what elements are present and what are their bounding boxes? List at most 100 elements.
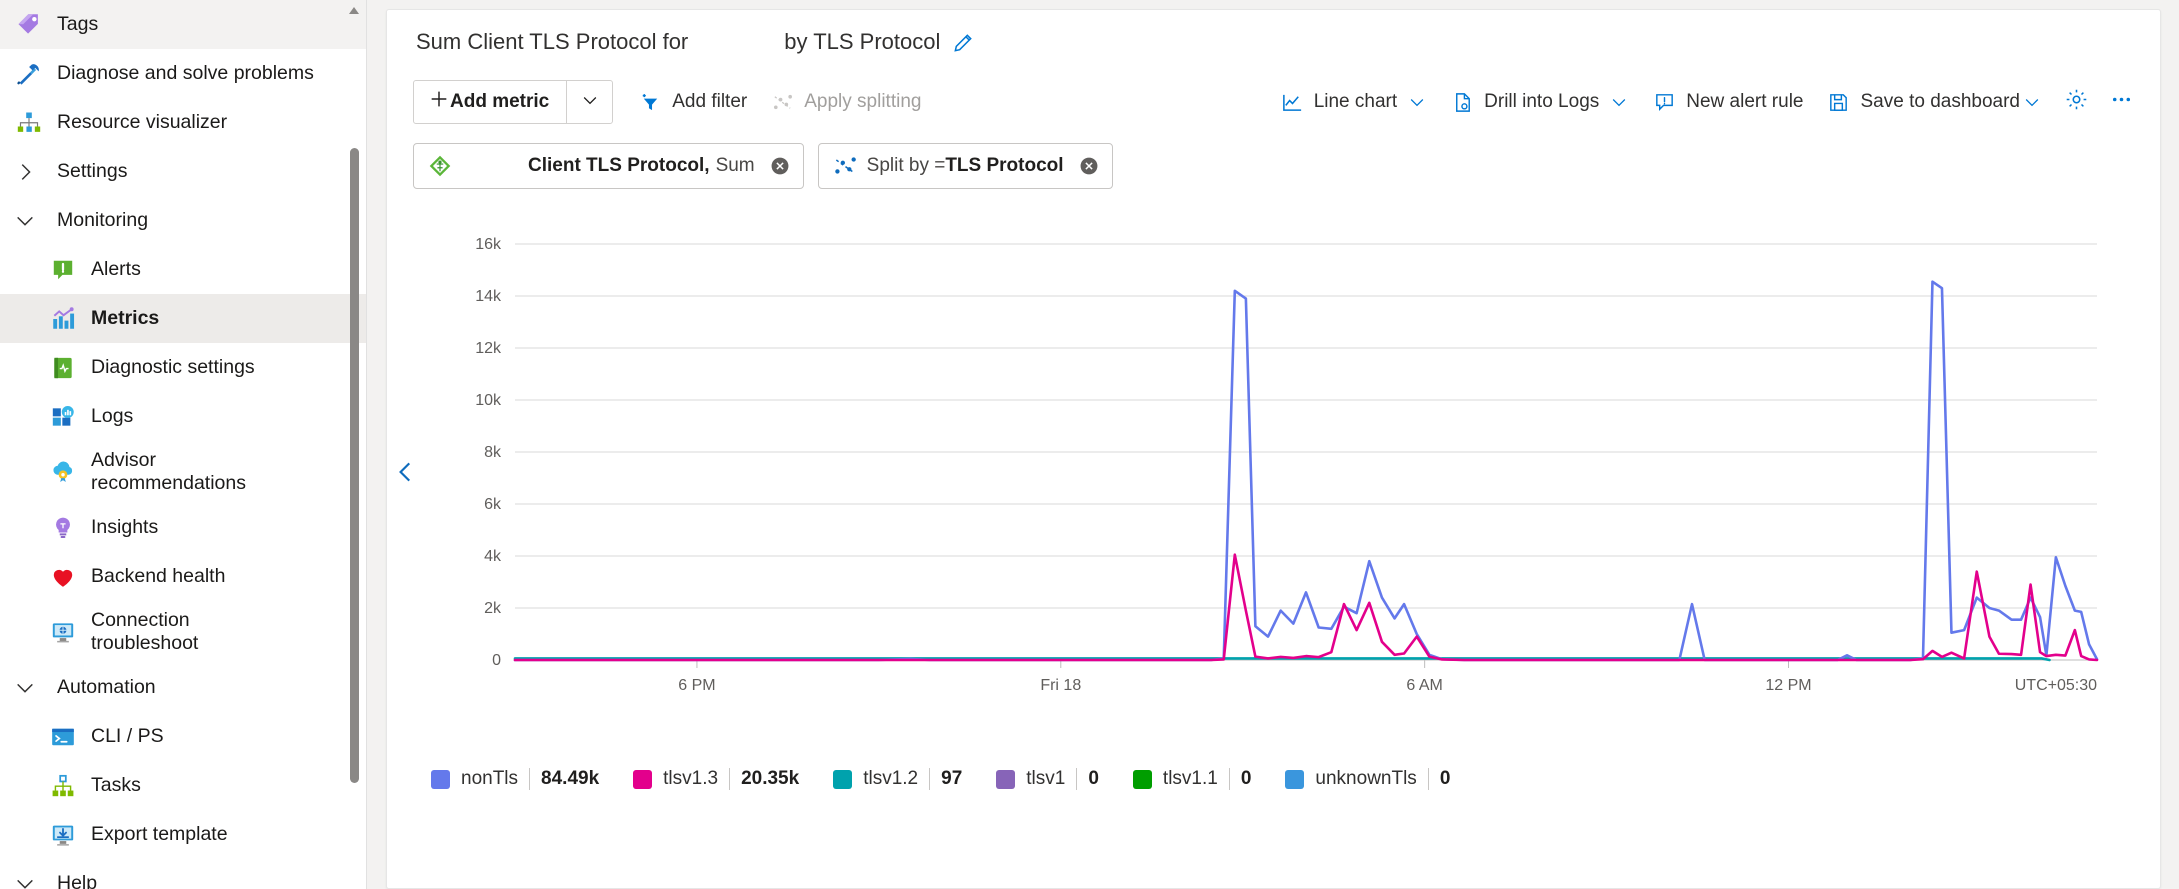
sidebar-item-label: Monitoring xyxy=(57,209,149,231)
sidebar-item-label: Settings xyxy=(57,160,128,182)
legend-item-tlsv1.1[interactable]: tlsv1.1 0 xyxy=(1132,768,1251,790)
sidebar-item-logs[interactable]: Logs xyxy=(0,392,366,441)
apply-splitting-button[interactable]: Apply splitting xyxy=(759,82,933,123)
metric-pill-aggregation: Sum xyxy=(715,155,755,176)
sidebar-item-label: Tasks xyxy=(91,774,141,796)
metric-scope-icon xyxy=(427,153,453,179)
chart-toolbar: Add metric Add filt xyxy=(387,74,2160,130)
add-filter-button[interactable]: Add filter xyxy=(627,82,759,123)
more-options-button[interactable] xyxy=(2099,82,2144,123)
sidebar-item-label: Metrics xyxy=(91,307,160,329)
chart-legend: nonTls 84.49k tlsv1.3 20.35k tlsv1.2 97 tlsv1 0… xyxy=(387,754,2160,804)
pencil-icon[interactable] xyxy=(952,31,975,54)
diagnostic-settings-icon xyxy=(48,353,78,383)
sidebar-item-connection-troubleshoot[interactable]: Connection troubleshoot xyxy=(0,601,366,663)
sidebar-item-diagnostic-settings[interactable]: Diagnostic settings xyxy=(0,343,366,392)
chart-title-suffix: by TLS Protocol xyxy=(784,29,941,54)
alert-rule-icon xyxy=(1653,91,1676,114)
sidebar-scrollbar[interactable] xyxy=(348,0,360,889)
sidebar-item-insights[interactable]: Insights xyxy=(0,503,366,552)
chart-title: Sum Client TLS Protocol for by TLS Proto… xyxy=(387,10,2160,74)
line-chart-button[interactable]: Line chart xyxy=(1269,82,1439,123)
chevron-right-icon xyxy=(2156,459,2160,490)
y-axis-tick-label: 6k xyxy=(484,496,502,513)
close-icon[interactable] xyxy=(1078,155,1100,177)
metrics-line-chart[interactable]: 0 2k 4k 6k 8k 10k 12k 14k 16k 6 PM Fri 18 6 AM 12 PM… xyxy=(387,194,2161,754)
split-by-pill-value: TLS Protocol xyxy=(945,155,1064,176)
x-axis-tick-label: 12 PM xyxy=(1765,677,1811,694)
metrics-icon xyxy=(48,304,78,334)
x-axis-tick-label: Fri 18 xyxy=(1040,677,1081,694)
chevron-right-icon xyxy=(14,161,36,183)
export-template-icon xyxy=(48,820,78,850)
y-axis-tick-label: 14k xyxy=(475,288,502,305)
chevron-down-icon xyxy=(14,873,36,889)
sidebar-item-metrics[interactable]: Metrics xyxy=(0,294,366,343)
series-line-tlsv1.3 xyxy=(513,553,2099,662)
x-axis-tick-label: 6 AM xyxy=(1406,677,1442,694)
sidebar-item-help[interactable]: Help xyxy=(0,859,366,889)
scroll-up-arrow-icon[interactable] xyxy=(348,4,360,16)
sidebar-scrollbar-thumb[interactable] xyxy=(350,148,359,783)
legend-series-name: tlsv1.2 xyxy=(863,768,919,789)
series-line-tlsv1.2 xyxy=(513,657,2051,662)
sidebar-item-automation[interactable]: Automation xyxy=(0,663,366,712)
sidebar-item-resource-visualizer[interactable]: Resource visualizer xyxy=(0,98,366,147)
sidebar-item-label: Export template xyxy=(91,823,228,845)
heart-icon xyxy=(48,562,78,592)
drill-into-logs-button[interactable]: Drill into Logs xyxy=(1439,82,1641,123)
sidebar-item-label: Diagnose and solve problems xyxy=(57,62,314,84)
sidebar-item-tags[interactable]: Tags xyxy=(0,0,366,49)
advisor-icon xyxy=(48,457,78,487)
drill-logs-icon xyxy=(1451,91,1474,114)
split-by-pill-prefix: Split by = xyxy=(866,155,946,176)
sidebar-item-label: Tags xyxy=(57,13,99,35)
apply-splitting-label: Apply splitting xyxy=(804,91,922,112)
add-metric-label: Add metric xyxy=(450,91,550,112)
plus-icon xyxy=(428,88,450,116)
split-icon xyxy=(832,153,858,179)
new-alert-rule-button[interactable]: New alert rule xyxy=(1641,82,1815,123)
add-metric-button[interactable]: Add metric xyxy=(414,81,566,123)
sidebar-item-backend-health[interactable]: Backend health xyxy=(0,552,366,601)
legend-color-swatch xyxy=(1132,769,1152,789)
legend-item-tlsv1[interactable]: tlsv1 0 xyxy=(996,768,1099,790)
sidebar-item-export-template[interactable]: Export template xyxy=(0,810,366,859)
legend-color-swatch xyxy=(833,769,853,789)
add-metric-dropdown-button[interactable] xyxy=(566,81,612,123)
new-alert-rule-label: New alert rule xyxy=(1686,91,1804,112)
sidebar-item-monitoring[interactable]: Monitoring xyxy=(0,196,366,245)
sidebar-item-settings[interactable]: Settings xyxy=(0,147,366,196)
sidebar-item-tasks[interactable]: Tasks xyxy=(0,761,366,810)
chart-settings-button[interactable] xyxy=(2054,82,2099,123)
resource-visualizer-icon xyxy=(14,108,44,138)
legend-series-name: tlsv1 xyxy=(1026,768,1066,789)
sidebar-item-label: Connection troubleshoot xyxy=(91,609,199,654)
split-by-pill[interactable]: Split by = TLS Protocol xyxy=(817,143,1113,189)
filter-add-icon xyxy=(639,91,662,114)
splitting-icon xyxy=(771,91,794,114)
x-axis-tick-label: 6 PM xyxy=(678,677,715,694)
legend-series-name: tlsv1.3 xyxy=(663,768,719,789)
chart-scroll-right-button[interactable] xyxy=(2152,194,2160,754)
sidebar-item-label: Help xyxy=(57,872,98,889)
sidebar-item-advisor-recommendations[interactable]: Advisor recommendations xyxy=(0,441,366,503)
gear-icon xyxy=(2064,87,2089,118)
chart-scroll-left-button[interactable] xyxy=(389,194,423,754)
legend-item-tlsv1.2[interactable]: tlsv1.2 97 xyxy=(833,768,962,790)
sidebar-item-cli-ps[interactable]: CLI / PS xyxy=(0,712,366,761)
legend-item-unknownTls[interactable]: unknownTls 0 xyxy=(1285,768,1450,790)
sidebar-item-diagnose-and-solve-problems[interactable]: Diagnose and solve problems xyxy=(0,49,366,98)
save-to-dashboard-button[interactable]: Save to dashboard xyxy=(1815,82,2054,123)
sidebar-nav-list: Tags Diagnose and solve problems Resource … xyxy=(0,0,366,889)
close-icon[interactable] xyxy=(769,155,791,177)
sidebar-item-alerts[interactable]: Alerts xyxy=(0,245,366,294)
metric-pill[interactable]: Client TLS Protocol, Sum xyxy=(413,143,804,189)
logs-icon xyxy=(48,402,78,432)
legend-item-nonTls[interactable]: nonTls 84.49k xyxy=(431,768,599,790)
legend-series-name: tlsv1.1 xyxy=(1162,768,1218,789)
legend-item-tlsv1.3[interactable]: tlsv1.3 20.35k xyxy=(633,768,799,790)
y-axis-tick-label: 4k xyxy=(484,548,502,565)
metric-pill-metric-name: Client TLS Protocol, xyxy=(528,155,710,176)
sidebar-item-label: Insights xyxy=(91,516,159,538)
